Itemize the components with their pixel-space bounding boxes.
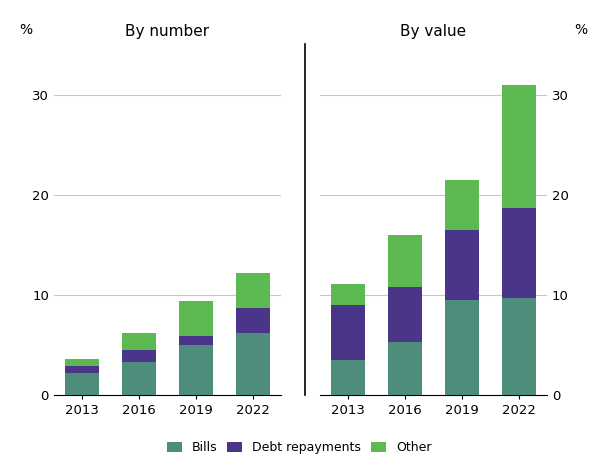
- Bar: [65, 366, 99, 373]
- Bar: [502, 298, 536, 395]
- Bar: [179, 301, 213, 336]
- Bar: [445, 230, 479, 300]
- Bar: [236, 273, 270, 308]
- Text: %: %: [20, 23, 33, 37]
- Bar: [179, 336, 213, 345]
- Text: %: %: [575, 23, 588, 37]
- Bar: [65, 373, 99, 395]
- Bar: [122, 333, 156, 351]
- Bar: [445, 180, 479, 230]
- Bar: [122, 362, 156, 395]
- Bar: [122, 351, 156, 362]
- Bar: [388, 287, 422, 342]
- Bar: [388, 342, 422, 395]
- Bar: [236, 308, 270, 333]
- Bar: [502, 85, 536, 208]
- Title: By value: By value: [401, 24, 466, 39]
- Legend: Bills, Debt repayments, Other: Bills, Debt repayments, Other: [161, 436, 437, 460]
- Bar: [445, 300, 479, 395]
- Bar: [502, 208, 536, 298]
- Bar: [236, 333, 270, 395]
- Bar: [331, 284, 365, 305]
- Bar: [331, 305, 365, 360]
- Bar: [65, 359, 99, 366]
- Bar: [331, 360, 365, 395]
- Title: By number: By number: [126, 24, 209, 39]
- Bar: [388, 235, 422, 287]
- Bar: [179, 345, 213, 395]
